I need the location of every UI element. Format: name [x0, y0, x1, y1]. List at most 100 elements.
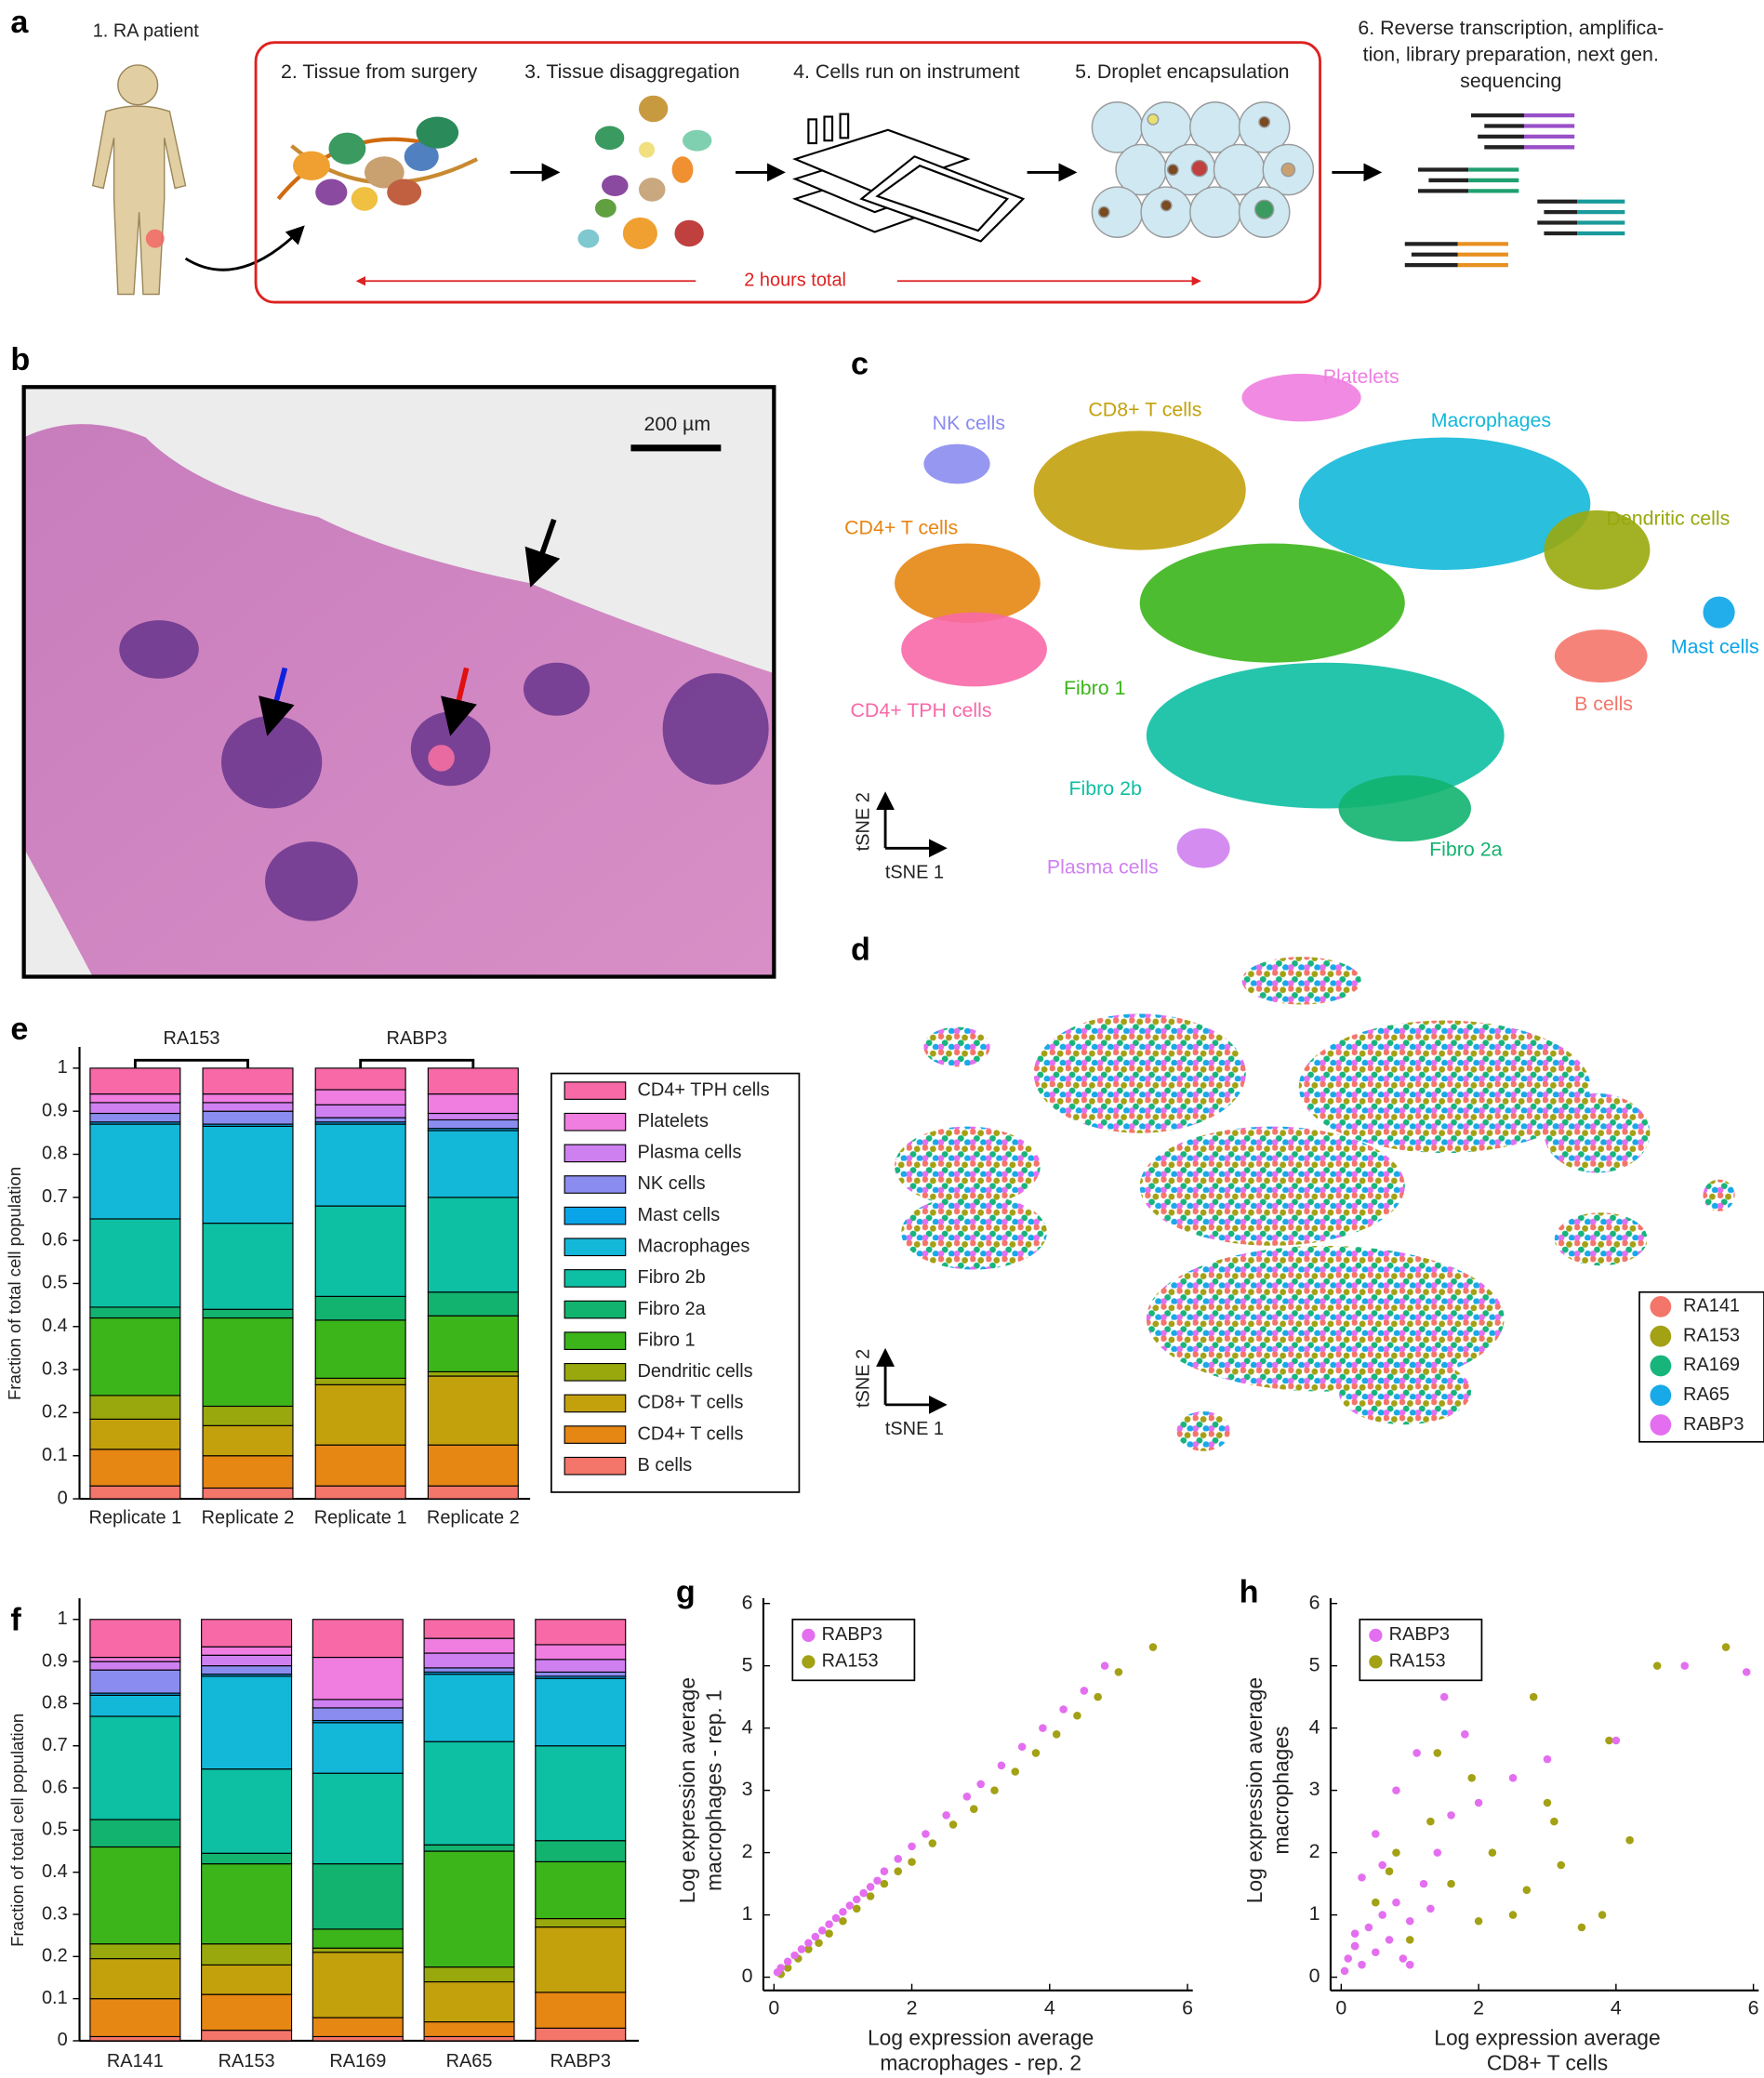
step-label: 2. Tissue from surgery — [281, 60, 478, 83]
point — [1392, 1898, 1400, 1907]
bar-segment — [423, 1740, 515, 1846]
arrow — [441, 667, 477, 736]
bar-segment — [535, 1992, 627, 2029]
legend-label: RABP3 — [822, 1624, 882, 1645]
bar-segment — [314, 1104, 406, 1118]
bar-segment — [312, 2017, 404, 2038]
point — [1543, 1754, 1552, 1764]
bar-segment — [201, 1852, 293, 1865]
point — [1344, 1954, 1353, 1963]
bar-segment — [201, 1675, 293, 1770]
x-tick-label: RA153 — [219, 2051, 275, 2071]
point — [1598, 1911, 1607, 1919]
bar-segment — [423, 1667, 515, 1673]
bar-segment — [201, 1654, 293, 1667]
arrow — [259, 667, 295, 736]
point — [783, 1957, 792, 1966]
point — [1447, 1879, 1455, 1888]
point — [1522, 1886, 1532, 1895]
bar-segment — [312, 1772, 404, 1865]
panel-label: e — [10, 1012, 28, 1047]
y-axis-label: Fraction of total cell population — [7, 1714, 27, 1947]
bar-segment — [89, 1123, 181, 1220]
point — [815, 1939, 823, 1948]
bar-segment — [201, 1964, 293, 1995]
point — [942, 1811, 950, 1820]
group-label: RABP3 — [387, 1028, 447, 1049]
bar-segment — [427, 1130, 519, 1198]
point — [1447, 1811, 1455, 1820]
x-axis-label: CD8+ T cells — [1487, 2051, 1608, 2075]
point — [1052, 1730, 1061, 1739]
bar-segment — [202, 1405, 294, 1426]
legend-label: Fibro 2b — [638, 1267, 706, 1288]
point — [1742, 1668, 1751, 1676]
cluster-label: Dendritic cells — [1606, 507, 1730, 529]
bar-segment — [89, 1669, 181, 1694]
point — [873, 1876, 882, 1886]
point — [1461, 1730, 1469, 1739]
panel-label: d — [851, 932, 870, 967]
x-axis-label: Log expression average — [1434, 2026, 1660, 2050]
point — [1039, 1724, 1047, 1732]
point — [825, 1929, 833, 1938]
bar-segment — [427, 1067, 519, 1095]
x-tick-label: 0 — [768, 1996, 779, 2018]
legend-label: Fibro 1 — [638, 1330, 696, 1350]
x-tick-label: 2 — [1473, 1996, 1484, 2018]
point — [976, 1780, 985, 1789]
bar-segment — [535, 1677, 627, 1747]
bar-segment — [89, 1819, 181, 1848]
cluster-label: Mast cells — [1671, 636, 1759, 658]
point — [1433, 1848, 1442, 1857]
bar-segment — [314, 1117, 406, 1123]
y-axis-label: Log expression average — [1242, 1677, 1267, 1903]
bar-segment — [314, 1123, 406, 1207]
point — [776, 1964, 786, 1972]
y-tick-label: 4 — [742, 1715, 753, 1738]
legend-swatch — [564, 1238, 627, 1257]
point — [1508, 1911, 1518, 1919]
y-tick-label: 5 — [1309, 1653, 1320, 1675]
cluster-blob — [901, 612, 1047, 687]
group-bracket — [359, 1058, 475, 1068]
tissue-icon — [276, 116, 479, 211]
legend-swatch — [1650, 1295, 1672, 1317]
point — [1011, 1767, 1020, 1776]
y-tick-label: 2 — [1309, 1840, 1320, 1862]
point — [804, 1939, 813, 1948]
cluster-blob — [1176, 827, 1230, 868]
legend-label: B cells — [638, 1455, 693, 1476]
bar-segment — [202, 1067, 294, 1095]
bar-segment — [89, 1218, 181, 1308]
bar-segment — [423, 1980, 515, 2023]
bar-segment — [89, 1485, 181, 1500]
y-tick-label: 0.2 — [42, 1946, 68, 1966]
x-tick-label: Replicate 2 — [202, 1508, 295, 1529]
legend-box — [1359, 1618, 1483, 1682]
legend-swatch — [564, 1144, 627, 1163]
point — [1358, 1873, 1366, 1882]
bar-segment — [314, 1067, 406, 1091]
sequencing-label: tion, library preparation, next gen. — [1363, 44, 1659, 66]
bar-segment — [89, 1661, 181, 1671]
y-tick-label: 0.3 — [42, 1903, 68, 1924]
bar-segment — [202, 1455, 294, 1489]
group-bracket — [133, 1058, 249, 1068]
point — [1031, 1749, 1041, 1757]
point — [1467, 1773, 1476, 1782]
point — [1080, 1687, 1089, 1695]
step-label: 3. Tissue disaggregation — [524, 60, 740, 83]
point — [1059, 1705, 1068, 1714]
cluster-label: CD4+ TPH cells — [850, 699, 991, 721]
y-tick-label: 0.1 — [42, 1988, 68, 2008]
point — [1100, 1661, 1109, 1670]
bar-segment — [314, 1089, 406, 1105]
bar-segment — [202, 1424, 294, 1457]
y-tick-label: 0.9 — [42, 1100, 68, 1120]
bar-segment — [423, 1637, 515, 1654]
point — [908, 1858, 916, 1866]
cluster-label: Plasma cells — [1047, 855, 1159, 878]
cluster-blob — [1298, 437, 1591, 570]
